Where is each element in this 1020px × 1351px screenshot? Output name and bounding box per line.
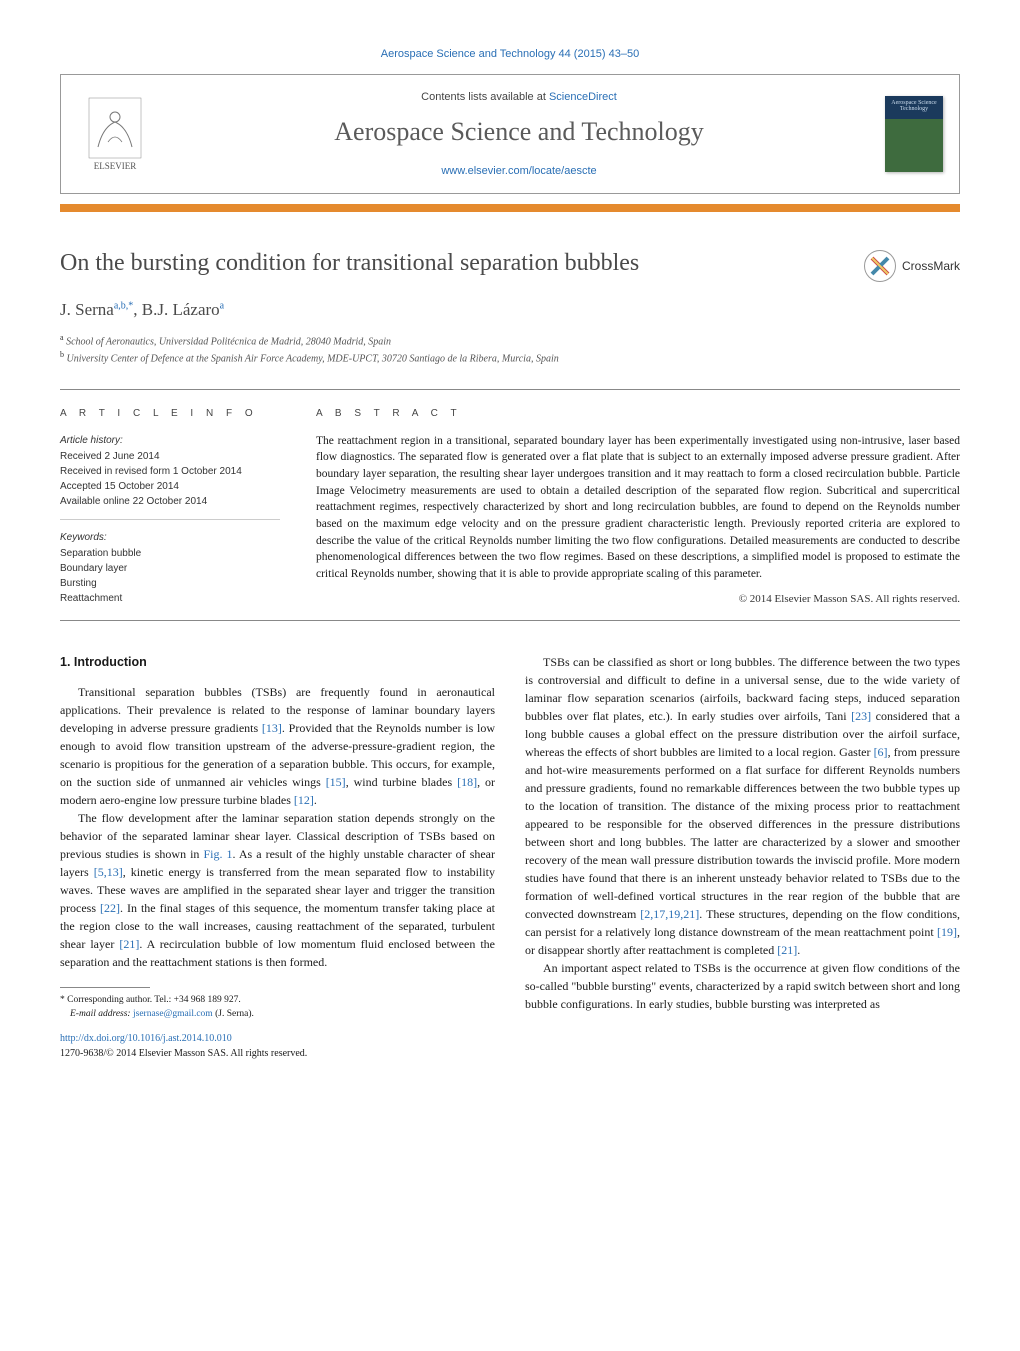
citation-link[interactable]: [15] (326, 775, 346, 789)
sciencedirect-link[interactable]: ScienceDirect (549, 91, 617, 103)
article-title: On the bursting condition for transition… (60, 250, 864, 277)
citation-link[interactable]: [6] (874, 745, 888, 759)
body-text: 1. Introduction Transitional separation … (60, 653, 960, 1061)
doi-block: http://dx.doi.org/10.1016/j.ast.2014.10.… (60, 1031, 495, 1061)
abstract-heading: a b s t r a c t (316, 408, 960, 419)
citation-link[interactable]: [12] (294, 793, 314, 807)
history-label: Article history: (60, 433, 280, 448)
footnote-separator (60, 987, 150, 988)
citation-line: Aerospace Science and Technology 44 (201… (60, 48, 960, 60)
accent-bar (60, 204, 960, 212)
abstract-copyright: © 2014 Elsevier Masson SAS. All rights r… (316, 593, 960, 605)
paragraph: TSBs can be classified as short or long … (525, 653, 960, 959)
paragraph: An important aspect related to TSBs is t… (525, 959, 960, 1013)
section-heading-intro: 1. Introduction (60, 653, 495, 672)
info-heading: a r t i c l e i n f o (60, 408, 280, 419)
history-item: Received 2 June 2014 (60, 449, 280, 464)
paragraph: Transitional separation bubbles (TSBs) a… (60, 683, 495, 809)
keyword: Separation bubble (60, 546, 280, 561)
citation-link[interactable]: [22] (100, 901, 120, 915)
history-item: Accepted 15 October 2014 (60, 479, 280, 494)
citation-link[interactable]: [18] (457, 775, 477, 789)
figure-link[interactable]: Fig. 1 (203, 847, 232, 861)
keyword: Bursting (60, 576, 280, 591)
article-info-block: a r t i c l e i n f o Article history: R… (60, 408, 280, 606)
keyword: Boundary layer (60, 561, 280, 576)
abstract-text: The reattachment region in a transitiona… (316, 433, 960, 583)
doi-link[interactable]: http://dx.doi.org/10.1016/j.ast.2014.10.… (60, 1033, 232, 1044)
keywords-label: Keywords: (60, 530, 280, 545)
history-item: Received in revised form 1 October 2014 (60, 464, 280, 479)
abstract-block: a b s t r a c t The reattachment region … (316, 408, 960, 606)
journal-name: Aerospace Science and Technology (163, 117, 875, 147)
journal-url[interactable]: www.elsevier.com/locate/aescte (163, 165, 875, 177)
citation-link[interactable]: [21] (777, 943, 797, 957)
authors-line: J. Sernaa,b,*, B.J. Lázaroa (60, 300, 960, 320)
citation-link[interactable]: [5,13] (94, 865, 123, 879)
citation-link[interactable]: [13] (262, 721, 282, 735)
crossmark-badge[interactable]: CrossMark (864, 250, 960, 282)
journal-cover-thumb: Aerospace Science Technology (885, 96, 943, 172)
affiliations: a School of Aeronautics, Universidad Pol… (60, 332, 960, 367)
citation-link[interactable]: [2,17,19,21] (640, 907, 699, 921)
email-link[interactable]: jsernase@gmail.com (133, 1009, 213, 1019)
history-item: Available online 22 October 2014 (60, 494, 280, 509)
citation-link[interactable]: [21] (119, 937, 139, 951)
elsevier-logo: ELSEVIER (77, 89, 153, 179)
footnotes: * Corresponding author. Tel.: +34 968 18… (60, 994, 495, 1021)
paragraph: The flow development after the laminar s… (60, 809, 495, 971)
citation-link[interactable]: [23] (851, 709, 871, 723)
keyword: Reattachment (60, 591, 280, 606)
journal-header: ELSEVIER Contents lists available at Sci… (60, 74, 960, 194)
contents-available: Contents lists available at ScienceDirec… (163, 91, 875, 103)
citation-link[interactable]: [19] (937, 925, 957, 939)
